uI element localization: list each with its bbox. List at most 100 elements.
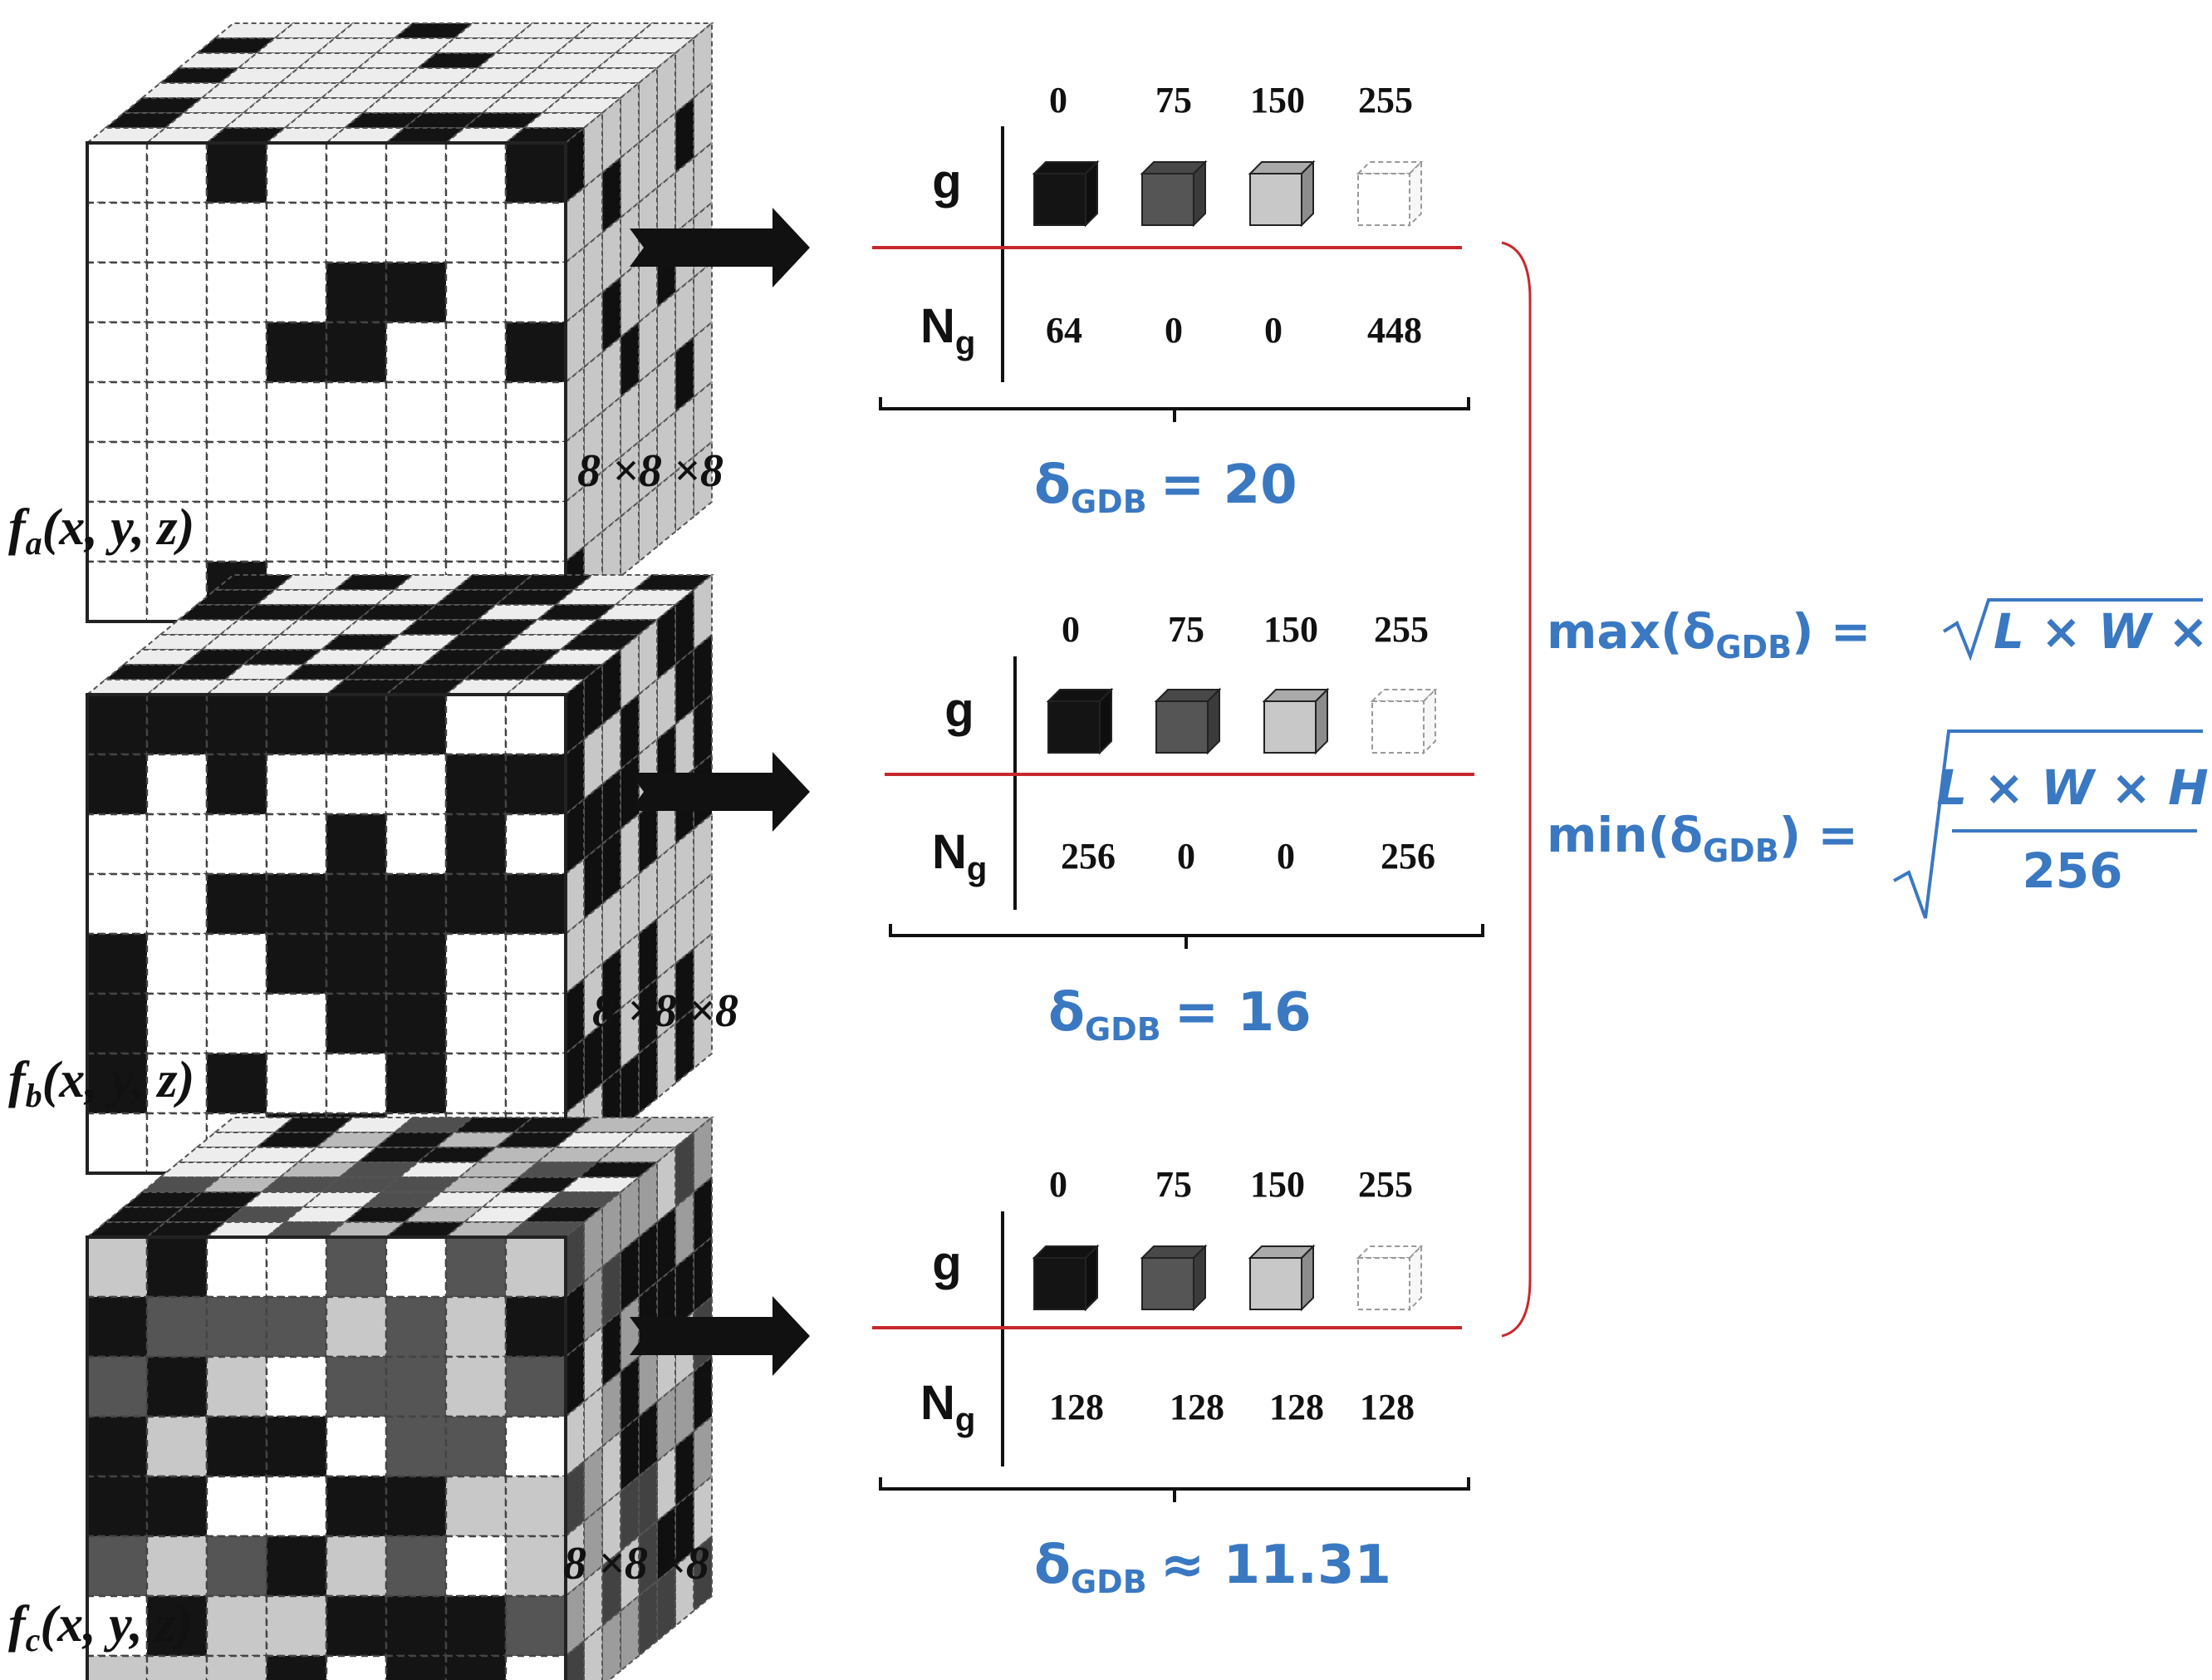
voxel: [265, 1295, 328, 1358]
voxel: [86, 753, 149, 816]
voxel: [265, 141, 328, 204]
voxel: [265, 1052, 328, 1115]
voxel-count: 0: [1177, 836, 1195, 877]
voxel: [385, 1415, 448, 1478]
voxel: [205, 1052, 268, 1115]
delta-result-c: δGDB ≈ 11.31: [1034, 1535, 1391, 1600]
voxel: [504, 1052, 567, 1115]
voxel: [504, 1235, 567, 1299]
voxel: [444, 201, 508, 264]
voxel: [444, 872, 508, 936]
voxel: [205, 1355, 268, 1418]
voxel-count: 0: [1264, 310, 1283, 351]
voxel: [444, 381, 508, 444]
voxel: [325, 1415, 388, 1478]
function-label-c: fc(x, y, z): [8, 1596, 193, 1658]
voxel: [325, 1052, 388, 1115]
voxel: [265, 500, 328, 563]
grey-swatch-cube: [1356, 1244, 1424, 1312]
voxel-cube-c: [85, 1115, 714, 1680]
sum-bracket: [879, 1477, 1470, 1502]
voxel: [385, 693, 448, 756]
row-b: 8 ×8 ×8 fb(x, y, z) 0 75 150 255 g Ng 25…: [8, 609, 1484, 1114]
voxel: [86, 1475, 149, 1538]
voxel: [205, 872, 268, 936]
voxel: [325, 872, 388, 936]
histogram-table-a: 0 75 150 255 g Ng 64 0 0 448 δGDB = 20: [872, 80, 1470, 520]
voxel: [265, 201, 328, 264]
voxel: [504, 440, 567, 504]
voxel: [86, 1355, 149, 1418]
voxel: [504, 753, 567, 816]
voxel: [265, 1535, 328, 1598]
voxel: [205, 693, 268, 756]
voxel: [205, 141, 268, 204]
group-brace: [1501, 241, 1532, 1338]
voxel: [145, 500, 208, 563]
function-label-b: fb(x, y, z): [8, 1052, 194, 1114]
voxel: [205, 500, 268, 563]
voxel: [205, 261, 268, 324]
voxel: [205, 753, 268, 816]
sqrt-sign: [1893, 729, 2203, 919]
voxel-count: 448: [1367, 310, 1422, 351]
g-label: g: [944, 683, 974, 737]
voxel: [444, 141, 508, 204]
voxel: [145, 932, 208, 995]
voxel: [504, 1475, 567, 1538]
voxel: [205, 1295, 268, 1358]
voxel: [444, 753, 508, 816]
voxel: [325, 381, 388, 444]
voxel: [444, 261, 508, 324]
grey-swatch-cube: [1370, 687, 1438, 755]
voxel: [86, 381, 149, 444]
voxel: [265, 321, 328, 384]
voxel: [145, 1535, 208, 1598]
grey-level-header: 0: [1062, 609, 1080, 650]
voxel: [86, 992, 149, 1055]
voxel-cube-b: [85, 572, 714, 1176]
voxel-count: 256: [1061, 836, 1116, 877]
voxel: [504, 1535, 567, 1598]
grey-swatch-cube: [1140, 160, 1208, 228]
voxel: [504, 813, 567, 876]
voxel: [504, 1355, 567, 1418]
voxel: [325, 753, 388, 816]
voxel: [504, 992, 567, 1055]
row-c: 8 ×8 ×8 fc(x, y, z) 0 75 150 255 g Ng 12…: [8, 1164, 1470, 1658]
voxel: [265, 872, 328, 936]
voxel: [385, 201, 448, 264]
voxel-count: 0: [1165, 310, 1183, 351]
cube-dimensions-b: 8 ×8 ×8: [592, 985, 738, 1037]
voxel-count: 256: [1381, 836, 1435, 877]
voxel: [86, 560, 149, 623]
voxel: [145, 381, 208, 444]
voxel: [265, 813, 328, 876]
arrow-b: [630, 752, 810, 832]
voxel: [325, 1355, 388, 1418]
grey-level-swatches: [1032, 160, 1424, 228]
voxel: [565, 1638, 585, 1680]
voxel: [145, 992, 208, 1055]
voxel: [205, 1654, 268, 1680]
voxel: [504, 932, 567, 995]
voxel: [325, 693, 388, 756]
grey-level-header: 150: [1250, 80, 1305, 120]
voxel: [86, 1415, 149, 1478]
voxel: [444, 932, 508, 995]
grey-swatch-cube: [1046, 687, 1114, 755]
voxel-count: 64: [1046, 310, 1082, 351]
grey-level-header: 150: [1250, 1164, 1305, 1205]
voxel: [444, 1475, 508, 1538]
voxel: [265, 992, 328, 1055]
voxel: [145, 321, 208, 384]
grey-level-header: 255: [1358, 80, 1413, 120]
voxel: [444, 693, 508, 756]
voxel: [325, 321, 388, 384]
voxel: [145, 1654, 208, 1680]
voxel: [385, 1235, 448, 1299]
voxel: [86, 932, 149, 995]
voxel: [325, 1235, 388, 1299]
voxel: [385, 813, 448, 876]
